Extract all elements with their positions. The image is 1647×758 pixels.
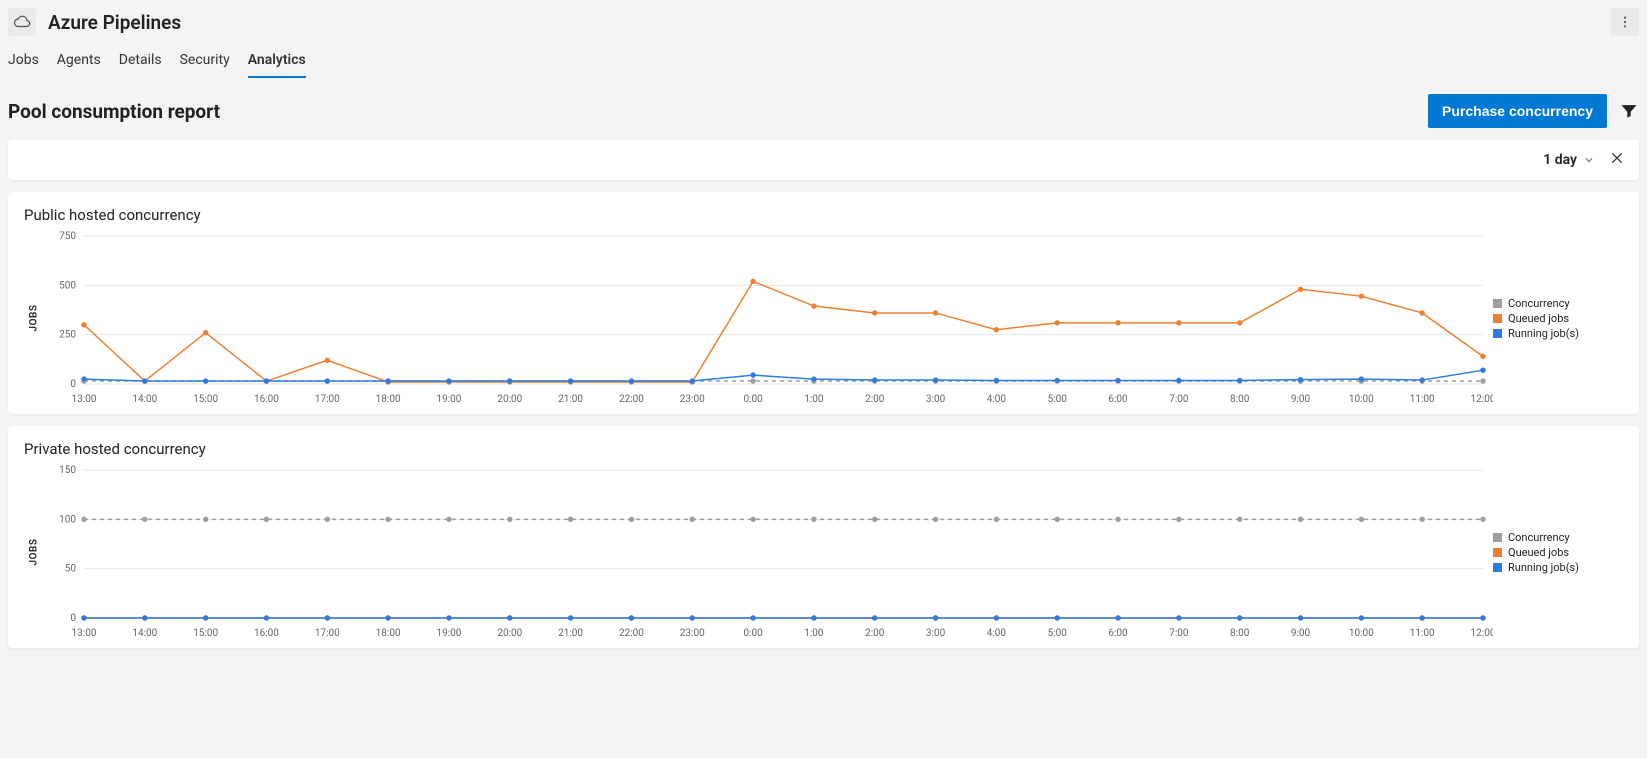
svg-text:21:00: 21:00 bbox=[558, 394, 583, 405]
svg-text:0: 0 bbox=[70, 613, 76, 624]
tab-agents[interactable]: Agents bbox=[57, 52, 101, 78]
svg-text:100: 100 bbox=[59, 514, 76, 525]
svg-text:11:00: 11:00 bbox=[1410, 394, 1435, 405]
report-title: Pool consumption report bbox=[8, 100, 220, 123]
legend-concurrency: Concurrency bbox=[1508, 531, 1570, 544]
svg-text:17:00: 17:00 bbox=[315, 628, 340, 639]
y-axis-label: JOBS bbox=[29, 305, 40, 332]
legend-running: Running job(s) bbox=[1508, 327, 1579, 340]
svg-text:6:00: 6:00 bbox=[1108, 394, 1128, 405]
chart-private-svg: 0 50 100 150 13:00 14:00 15:00 16:00 17:00 18:00 1… bbox=[24, 462, 1493, 642]
svg-text:0: 0 bbox=[70, 379, 76, 390]
svg-text:7:00: 7:00 bbox=[1169, 394, 1189, 405]
svg-text:16:00: 16:00 bbox=[254, 394, 279, 405]
svg-text:5:00: 5:00 bbox=[1048, 394, 1068, 405]
svg-text:2:00: 2:00 bbox=[865, 628, 885, 639]
tab-details[interactable]: Details bbox=[119, 52, 162, 78]
chart-public-title: Public hosted concurrency bbox=[24, 206, 1623, 224]
chart-private-title: Private hosted concurrency bbox=[24, 440, 1623, 458]
svg-text:500: 500 bbox=[59, 280, 76, 291]
svg-text:7:00: 7:00 bbox=[1169, 628, 1189, 639]
svg-text:19:00: 19:00 bbox=[437, 628, 462, 639]
svg-text:750: 750 bbox=[59, 231, 76, 242]
svg-text:8:00: 8:00 bbox=[1230, 394, 1250, 405]
svg-text:8:00: 8:00 bbox=[1230, 628, 1250, 639]
purchase-concurrency-button[interactable]: Purchase concurrency bbox=[1428, 94, 1607, 128]
tab-jobs[interactable]: Jobs bbox=[8, 52, 39, 78]
svg-text:19:00: 19:00 bbox=[437, 394, 462, 405]
svg-text:10:00: 10:00 bbox=[1349, 628, 1374, 639]
svg-text:4:00: 4:00 bbox=[987, 394, 1007, 405]
tab-security[interactable]: Security bbox=[180, 52, 230, 78]
page-title: Azure Pipelines bbox=[48, 11, 181, 34]
svg-text:13:00: 13:00 bbox=[72, 394, 97, 405]
more-menu-button[interactable] bbox=[1611, 8, 1639, 36]
svg-text:15:00: 15:00 bbox=[193, 628, 218, 639]
filter-icon[interactable] bbox=[1619, 101, 1639, 121]
svg-text:5:00: 5:00 bbox=[1048, 628, 1068, 639]
close-icon[interactable] bbox=[1609, 150, 1625, 170]
svg-text:50: 50 bbox=[65, 564, 77, 575]
svg-text:14:00: 14:00 bbox=[132, 628, 157, 639]
legend-queued: Queued jobs bbox=[1508, 312, 1569, 325]
svg-text:9:00: 9:00 bbox=[1291, 394, 1311, 405]
legend-private: Concurrency Queued jobs Running job(s) bbox=[1493, 462, 1623, 642]
svg-text:22:00: 22:00 bbox=[619, 394, 644, 405]
legend-concurrency: Concurrency bbox=[1508, 297, 1570, 310]
svg-text:13:00: 13:00 bbox=[72, 628, 97, 639]
svg-text:11:00: 11:00 bbox=[1410, 628, 1435, 639]
chart-private: Private hosted concurrency JOBS 0 50 100 15… bbox=[8, 426, 1639, 648]
svg-text:10:00: 10:00 bbox=[1349, 394, 1374, 405]
cloud-icon bbox=[8, 8, 36, 36]
tab-analytics[interactable]: Analytics bbox=[248, 52, 306, 78]
chart-public-svg: 0 250 500 750 13:00 14:00 15:00 16:00 17:00 18:00… bbox=[24, 228, 1493, 408]
tab-bar: Jobs Agents Details Security Analytics bbox=[0, 36, 1647, 78]
chart-public: Public hosted concurrency JOBS 0 250 500 75… bbox=[8, 192, 1639, 414]
report-bar: Pool consumption report Purchase concurr… bbox=[0, 78, 1647, 140]
svg-text:3:00: 3:00 bbox=[926, 394, 946, 405]
svg-text:6:00: 6:00 bbox=[1108, 628, 1128, 639]
svg-text:3:00: 3:00 bbox=[926, 628, 946, 639]
svg-text:21:00: 21:00 bbox=[558, 628, 583, 639]
svg-text:0:00: 0:00 bbox=[743, 628, 763, 639]
svg-text:20:00: 20:00 bbox=[497, 394, 522, 405]
svg-text:14:00: 14:00 bbox=[132, 394, 157, 405]
svg-text:250: 250 bbox=[59, 330, 76, 341]
svg-text:150: 150 bbox=[59, 465, 76, 476]
svg-text:1:00: 1:00 bbox=[804, 628, 824, 639]
svg-text:18:00: 18:00 bbox=[376, 394, 401, 405]
legend-queued: Queued jobs bbox=[1508, 546, 1569, 559]
header: Azure Pipelines bbox=[0, 0, 1647, 36]
svg-text:22:00: 22:00 bbox=[619, 628, 644, 639]
chevron-down-icon bbox=[1583, 154, 1595, 166]
svg-text:20:00: 20:00 bbox=[497, 628, 522, 639]
svg-text:23:00: 23:00 bbox=[680, 394, 705, 405]
svg-text:0:00: 0:00 bbox=[743, 394, 763, 405]
filter-card: 1 day bbox=[8, 140, 1639, 180]
timerange-dropdown[interactable]: 1 day bbox=[1543, 152, 1595, 168]
legend-running: Running job(s) bbox=[1508, 561, 1579, 574]
svg-text:1:00: 1:00 bbox=[804, 394, 824, 405]
svg-text:18:00: 18:00 bbox=[376, 628, 401, 639]
legend-public: Concurrency Queued jobs Running job(s) bbox=[1493, 228, 1623, 408]
svg-text:15:00: 15:00 bbox=[193, 394, 218, 405]
y-axis-label: JOBS bbox=[29, 539, 40, 566]
svg-text:23:00: 23:00 bbox=[680, 628, 705, 639]
timerange-label: 1 day bbox=[1543, 152, 1577, 168]
svg-text:16:00: 16:00 bbox=[254, 628, 279, 639]
svg-text:2:00: 2:00 bbox=[865, 394, 885, 405]
svg-text:9:00: 9:00 bbox=[1291, 628, 1311, 639]
svg-text:12:00: 12:00 bbox=[1471, 394, 1493, 405]
svg-text:12:00: 12:00 bbox=[1471, 628, 1493, 639]
svg-text:4:00: 4:00 bbox=[987, 628, 1007, 639]
svg-text:17:00: 17:00 bbox=[315, 394, 340, 405]
